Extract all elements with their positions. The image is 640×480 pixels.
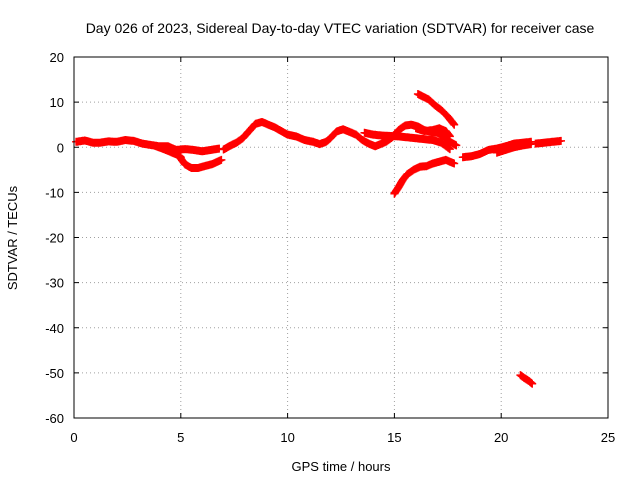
data-segment	[151, 141, 185, 162]
data-segment	[390, 155, 459, 198]
y-tick-label: -50	[45, 366, 64, 381]
data-point-markers	[390, 155, 459, 198]
x-tick-label: 15	[387, 430, 401, 445]
y-tick-label: -60	[45, 411, 64, 426]
chart-title: Day 026 of 2023, Sidereal Day-to-day VTE…	[86, 20, 595, 36]
data-series	[72, 90, 565, 388]
x-tick-label: 10	[280, 430, 294, 445]
data-segment	[516, 371, 537, 388]
x-tick-label: 5	[177, 430, 184, 445]
data-segment	[411, 124, 454, 141]
y-tick-label: -20	[45, 231, 64, 246]
data-point-markers	[411, 124, 454, 141]
data-point-markers	[176, 154, 226, 172]
x-tick-label: 0	[70, 430, 77, 445]
y-tick-label: 0	[57, 140, 64, 155]
data-segment	[492, 140, 536, 157]
x-tick-label: 25	[601, 430, 615, 445]
data-segment	[531, 136, 565, 148]
data-point-markers	[531, 136, 565, 148]
data-segment	[360, 128, 454, 154]
data-point-markers	[413, 90, 459, 129]
x-tick-label: 20	[494, 430, 508, 445]
data-point-markers	[360, 128, 454, 154]
axis-ticks: 0 5 10 15 20 25 20 10 0 -10 -20 -30 -40 -50 -60	[45, 50, 615, 445]
y-tick-label: 20	[50, 50, 64, 65]
data-point-markers	[151, 141, 185, 162]
y-axis-label: SDTVAR / TECUs	[5, 185, 20, 290]
x-axis-label: GPS time / hours	[292, 459, 391, 474]
data-segment	[176, 154, 226, 172]
y-tick-label: 10	[50, 95, 64, 110]
data-segment	[413, 90, 459, 129]
data-point-markers	[492, 140, 536, 157]
y-tick-label: -40	[45, 321, 64, 336]
y-tick-label: -30	[45, 276, 64, 291]
y-tick-label: -10	[45, 185, 64, 200]
data-point-markers	[516, 371, 537, 388]
